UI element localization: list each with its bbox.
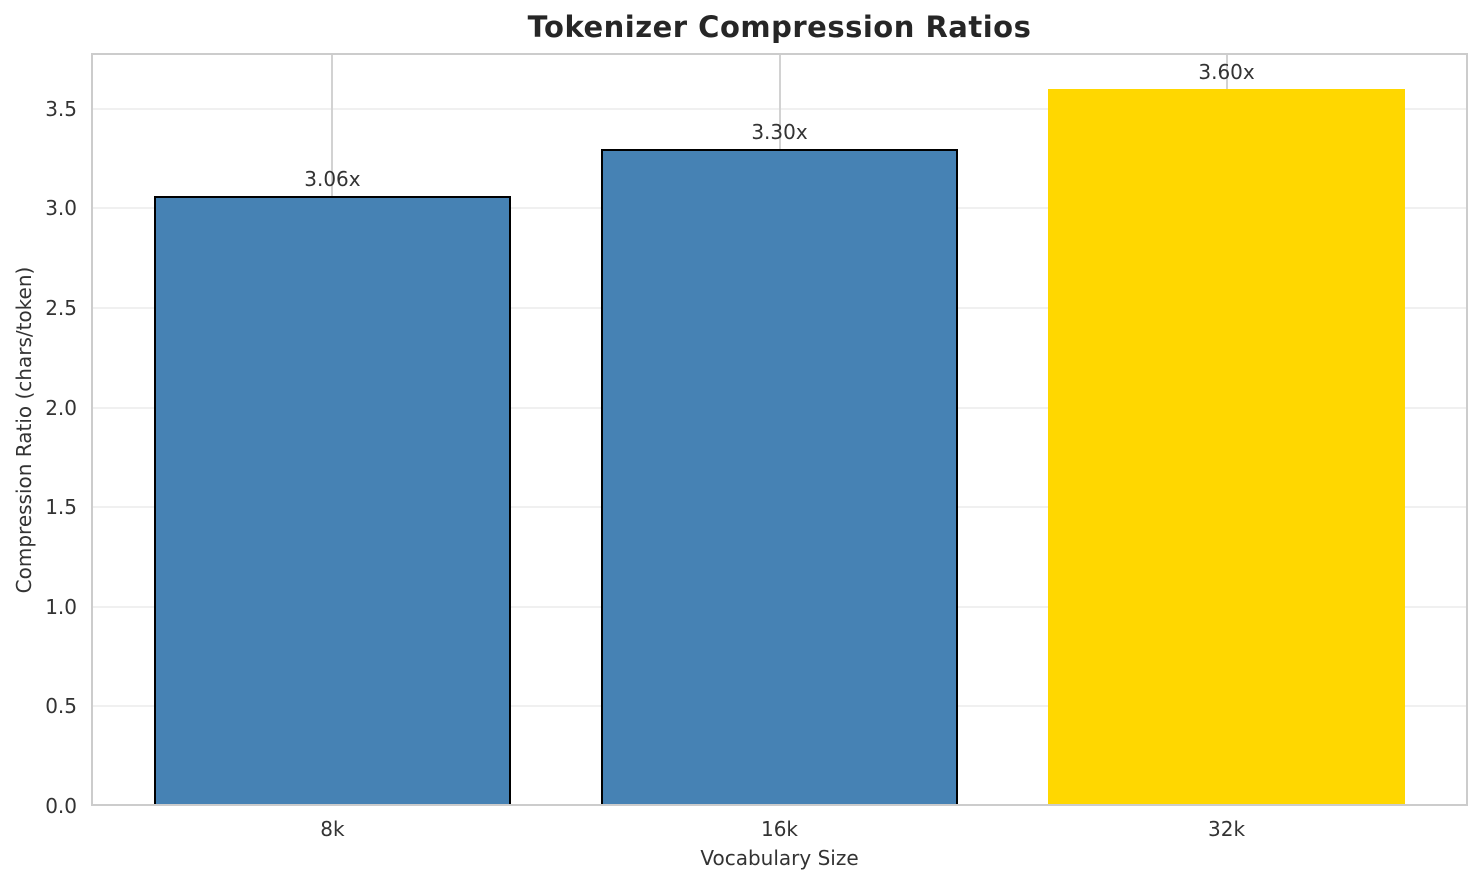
y-tick-label: 3.5 xyxy=(45,96,77,121)
y-tick-label: 0.5 xyxy=(45,694,77,719)
bar-value-label: 3.06x xyxy=(304,167,361,192)
x-tick-label: 16k xyxy=(760,817,799,841)
y-tick-label: 0.0 xyxy=(45,794,77,818)
bar-32k xyxy=(1047,88,1406,806)
bar-value-label: 3.60x xyxy=(1198,59,1255,84)
x-tick-label: 8k xyxy=(320,817,345,841)
y-tick-label: 1.5 xyxy=(45,495,77,520)
x-tick-label: 32k xyxy=(1208,817,1246,841)
y-tick-label: 2.0 xyxy=(45,395,77,420)
chart-title: Tokenizer Compression Ratios xyxy=(527,10,1032,44)
bar-16k xyxy=(600,148,959,806)
bar-value-label: 3.30x xyxy=(751,119,808,144)
y-axis-label: Compression Ratio (chars/token) xyxy=(12,266,36,594)
y-tick-label: 2.5 xyxy=(45,295,77,320)
bar-8k xyxy=(153,196,512,806)
x-axis-label: Vocabulary Size xyxy=(700,846,859,870)
y-tick-label: 3.0 xyxy=(45,196,77,221)
plot-area: 3.06x 3.30x 3.60x xyxy=(91,53,1468,806)
y-tick-label: 1.0 xyxy=(45,594,77,619)
